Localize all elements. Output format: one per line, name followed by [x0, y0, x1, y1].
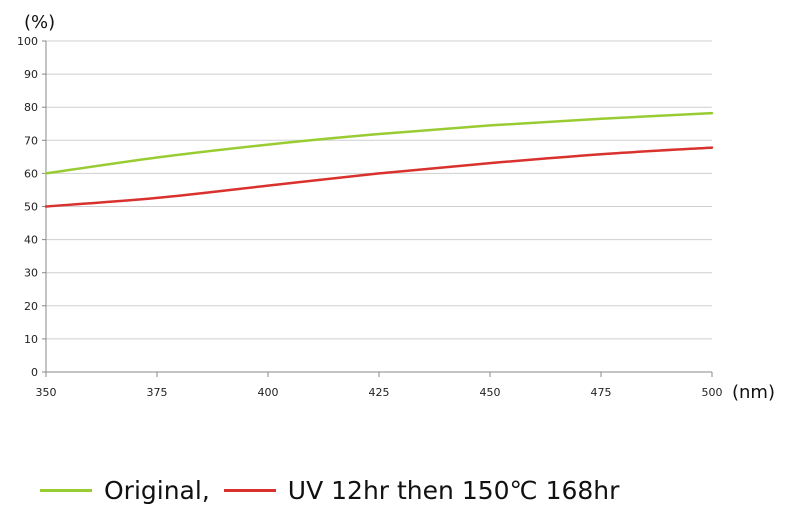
- y-tick-labels: 0 10 20 30 40 50 60 70 80 90 100: [17, 35, 46, 379]
- x-tick-label: 350: [36, 386, 57, 399]
- y-tick-label: 40: [24, 234, 38, 247]
- x-axis-label: (nm): [732, 382, 775, 403]
- series-line-1: [44, 146, 714, 208]
- series-line-0: [44, 111, 714, 175]
- x-tick-label: 375: [147, 386, 168, 399]
- y-tick-label: 80: [24, 101, 38, 114]
- y-tick-label: 100: [17, 35, 38, 48]
- legend-swatch-uv: [223, 488, 276, 492]
- y-tick-label: 90: [24, 68, 38, 81]
- y-tick-label: 70: [24, 134, 38, 147]
- legend-label-original: Original,: [104, 475, 210, 505]
- y-axis-label: (%): [24, 12, 55, 33]
- legend: Original, UV 12hr then 150℃ 168hr: [40, 470, 619, 510]
- x-tick-label: 450: [480, 386, 501, 399]
- y-tick-label: 30: [24, 267, 38, 280]
- gridlines: [46, 40, 712, 340]
- y-tick-label: 60: [24, 167, 38, 180]
- y-tick-label: 50: [24, 201, 38, 214]
- legend-item-uv: UV 12hr then 150℃ 168hr: [223, 475, 620, 505]
- x-tick-label: 400: [258, 386, 279, 399]
- legend-label-uv: UV 12hr then 150℃ 168hr: [287, 475, 620, 505]
- chart: 0 10 20 30 40 50 60 70 80 90 100 350 375 400 425 450 47…: [17, 12, 775, 403]
- y-tick-label: 10: [24, 333, 38, 346]
- y-tick-label: 20: [24, 300, 38, 313]
- legend-swatch-original: [40, 488, 92, 492]
- legend-item-original: Original,: [40, 476, 210, 505]
- series-lines: [44, 111, 714, 208]
- x-tick-labels: 350 375 400 425 450 475 500: [36, 372, 723, 399]
- y-tick-label: 0: [31, 366, 38, 379]
- x-tick-label: 500: [702, 386, 723, 399]
- x-tick-label: 475: [591, 386, 612, 399]
- x-tick-label: 425: [369, 386, 390, 399]
